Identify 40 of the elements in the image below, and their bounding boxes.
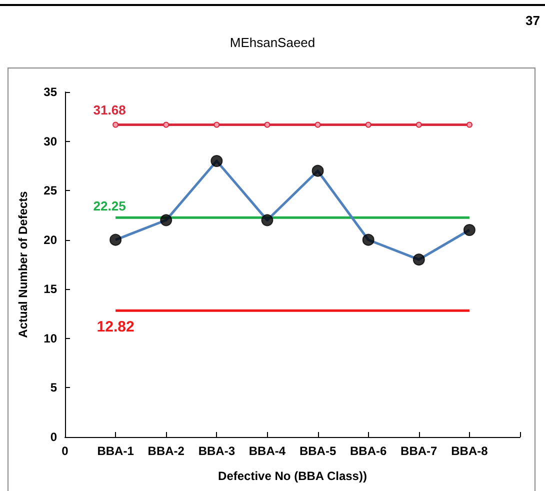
y-tick-label: 10 xyxy=(44,331,58,346)
data-label: 31.68 xyxy=(93,102,126,118)
text: MEhsanSaeed xyxy=(230,35,316,50)
data-label: 12.82 xyxy=(96,318,134,336)
x-tick-label: BBA-1 xyxy=(97,444,134,458)
x-tick-label: BBA-3 xyxy=(198,444,236,458)
y-tick-label: 35 xyxy=(44,85,58,99)
y-tick-label: 15 xyxy=(44,282,58,296)
x-tick-label: 0 xyxy=(62,444,69,458)
point xyxy=(112,122,119,128)
y-tick-label: 5 xyxy=(50,380,58,395)
x-tick-label: BBA-8 xyxy=(451,444,488,458)
x-tick-label: BBA-4 xyxy=(248,444,286,458)
text: 37 xyxy=(526,13,540,28)
point xyxy=(163,122,170,128)
y-tick-label: 25 xyxy=(44,184,58,198)
y-tick-label: 20 xyxy=(44,232,58,247)
point xyxy=(362,234,374,246)
point xyxy=(412,254,425,266)
point xyxy=(214,122,220,128)
x-tick-label: BBA-5 xyxy=(299,444,336,458)
x-tick-label: BBA-6 xyxy=(350,444,387,458)
point xyxy=(160,214,172,226)
point xyxy=(365,122,372,128)
y-axis-title: Actual Number of Defects xyxy=(16,190,30,338)
point xyxy=(463,224,476,236)
x-tick-label: BBA-7 xyxy=(400,444,438,458)
y-tick-label: 30 xyxy=(44,134,58,148)
x-tick-label: BBA-2 xyxy=(148,444,185,458)
point xyxy=(314,122,321,128)
x-axis-title: Defective No (BBA Class)) xyxy=(218,469,367,483)
point xyxy=(110,234,122,246)
point xyxy=(210,155,223,167)
point xyxy=(416,122,422,128)
point xyxy=(466,122,472,128)
point xyxy=(264,122,270,128)
y-tick-label: 0 xyxy=(50,430,58,444)
point xyxy=(312,164,324,177)
data-label: 22.25 xyxy=(93,198,126,214)
point xyxy=(261,214,274,226)
